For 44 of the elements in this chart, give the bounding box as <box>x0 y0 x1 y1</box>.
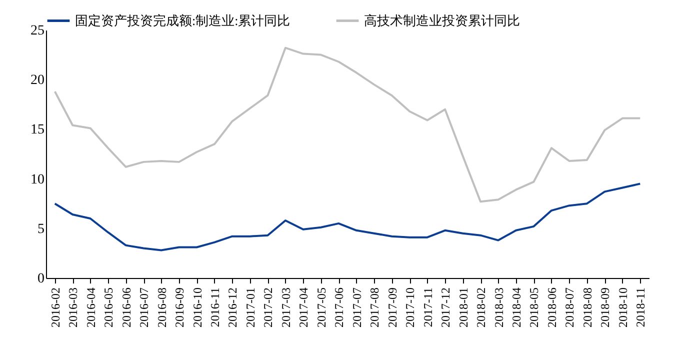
x-tick-label: 2016-11 <box>208 288 222 328</box>
x-tick-label: 2016-04 <box>84 288 98 328</box>
x-tick-label: 2018-06 <box>544 288 559 328</box>
x-tick-label: 2017-10 <box>403 288 418 328</box>
x-tick-label: 2016-12 <box>226 288 240 328</box>
x-tick-label: 2016-08 <box>154 288 169 328</box>
legend-label: 固定资产投资完成额:制造业:累计同比 <box>75 12 290 28</box>
x-tick-label: 2018-02 <box>474 288 488 328</box>
line-series <box>54 182 642 252</box>
y-tick-label: 15 <box>30 122 44 138</box>
legend-label: 高技术制造业投资累计同比 <box>364 12 520 28</box>
x-tick-label: 2018-07 <box>562 288 577 328</box>
x-tick-label: 2016-03 <box>66 288 80 328</box>
x-tick-label: 2017-07 <box>350 288 364 328</box>
y-tick-label: 5 <box>38 222 44 237</box>
x-tick-label: 2017-06 <box>332 288 346 328</box>
x-tick-label: 2016-10 <box>190 288 204 328</box>
y-tick-label: 0 <box>38 272 44 286</box>
x-tick-label: 2016-06 <box>119 288 134 328</box>
x-tick-label: 2016-09 <box>172 288 187 328</box>
x-tick-label: 2018-10 <box>616 288 630 328</box>
x-tick-label: 2017-01 <box>243 288 258 328</box>
y-tick-label: 20 <box>30 73 44 88</box>
x-tick-label: 2017-05 <box>314 288 328 328</box>
x-tick-label: 2018-01 <box>456 288 470 328</box>
x-tick-label: 2018-03 <box>492 288 506 328</box>
y-tick-label: 25 <box>30 24 44 38</box>
x-tick-label: 2017-11 <box>420 288 435 328</box>
x-tick-label: 2017-04 <box>296 288 311 328</box>
x-tick-label: 2017-08 <box>368 288 382 328</box>
x-tick-label: 2017-02 <box>261 288 276 328</box>
x-tick-label: 2016-02 <box>48 288 62 328</box>
x-tick-label: 2016-05 <box>102 288 116 328</box>
y-tick-label: 10 <box>30 172 44 188</box>
x-tick-label: 2018-05 <box>527 288 542 328</box>
x-tick-label: 2018-08 <box>580 288 594 328</box>
line-series <box>54 46 642 203</box>
x-tick-label: 2017-12 <box>438 288 453 328</box>
x-tick-label: 2017-09 <box>385 288 400 328</box>
x-tick-label: 2016-07 <box>137 288 152 328</box>
x-tick-label: 2018-04 <box>509 288 524 328</box>
x-tick-label: 2018-11 <box>634 288 648 328</box>
x-tick-label: 2018-09 <box>598 288 612 328</box>
x-tick-label: 2017-03 <box>278 288 293 328</box>
